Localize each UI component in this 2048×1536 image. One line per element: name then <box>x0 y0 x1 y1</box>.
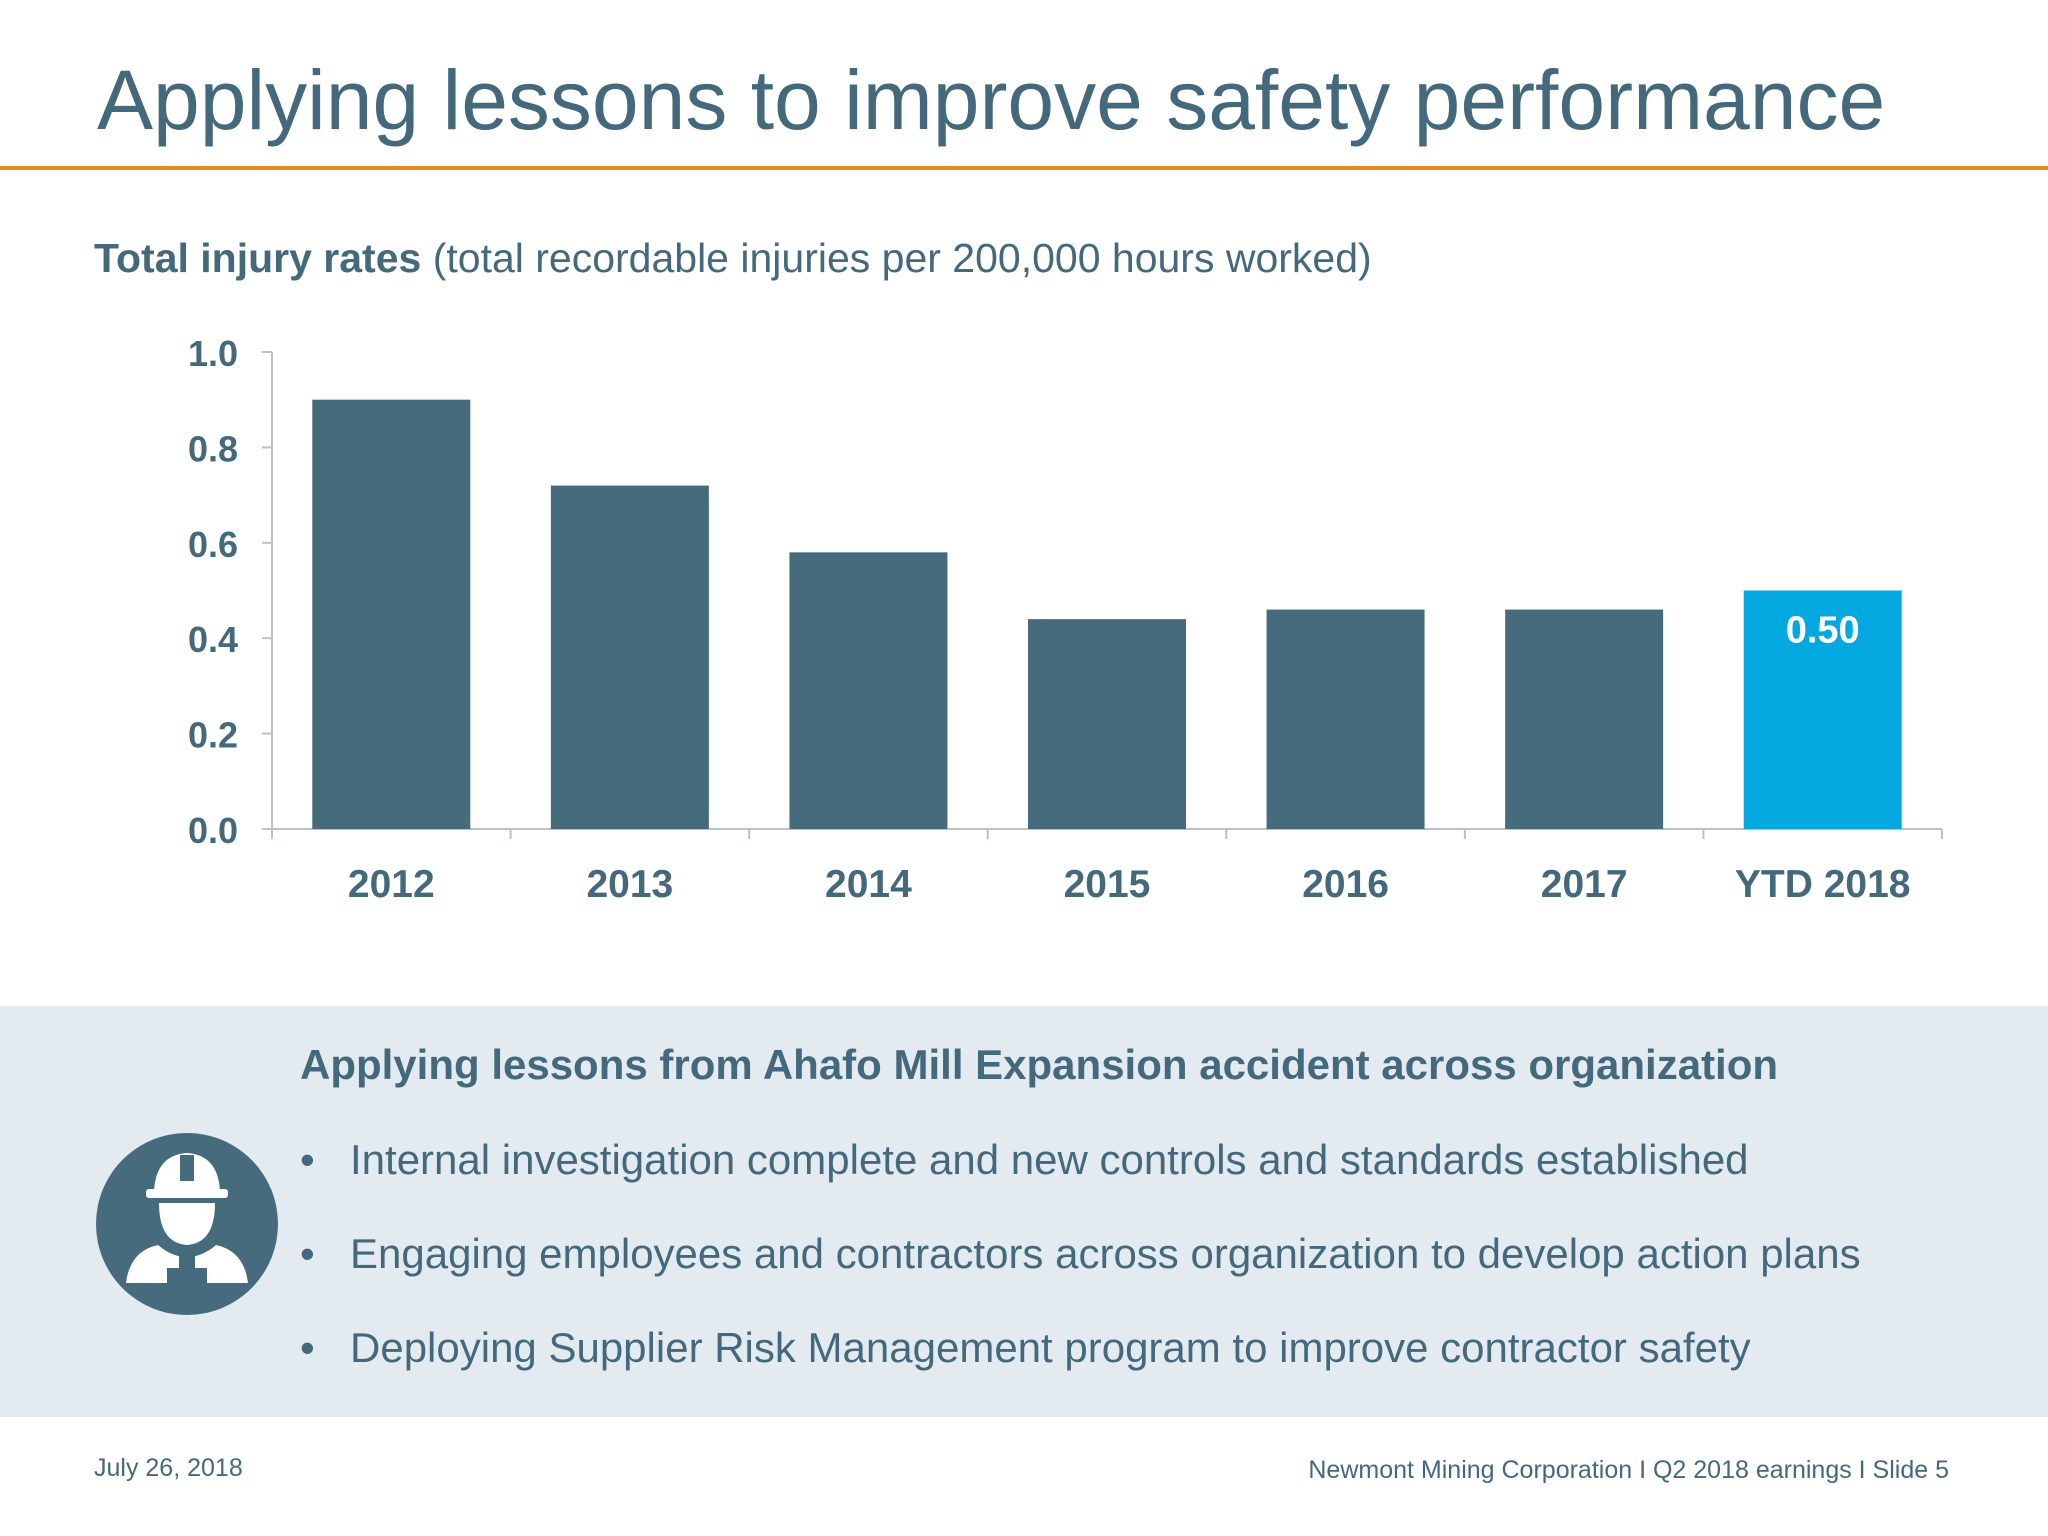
footer-company: Newmont Mining Corporation I Q2 2018 ear… <box>1308 1456 1949 1484</box>
bar-2012 <box>312 399 471 829</box>
y-tick-label: 0.6 <box>188 524 238 565</box>
bullet-dot: • <box>300 1136 315 1183</box>
list-item: • Deploying Supplier Risk Management prog… <box>300 1324 1861 1418</box>
bullet-dot: • <box>300 1230 315 1277</box>
y-tick-label: 0.4 <box>188 619 238 660</box>
bar-2017 <box>1505 609 1664 829</box>
y-tick-label: 0.8 <box>188 428 238 469</box>
bar-2013 <box>550 485 709 829</box>
safety-worker-icon <box>96 1133 278 1315</box>
slide-title: Applying lessons to improve safety perfo… <box>97 53 1886 147</box>
y-tick-label: 0.0 <box>188 810 238 851</box>
injury-rate-bar-chart: 0.0 0.2 0.4 0.6 0.8 1.0 2012 2013 2014 2015 2016 20… <box>188 333 1943 906</box>
x-tick-label: 2014 <box>825 863 912 906</box>
list-item: • Engaging employees and contractors acro… <box>300 1230 1861 1324</box>
lessons-panel: Applying lessons from Ahafo Mill Expansi… <box>0 1006 2048 1417</box>
x-tick-label: 2015 <box>1064 863 1151 906</box>
bullet-text: Deploying Supplier Risk Management progr… <box>350 1324 1751 1371</box>
y-tick-label: 0.2 <box>188 715 238 756</box>
y-tick-label: 1.0 <box>188 333 238 374</box>
chart-heading: Total injury rates (total recordable inj… <box>94 235 1372 282</box>
x-tick-label: 2017 <box>1541 863 1628 906</box>
lessons-bullet-list: • Internal investigation complete and new… <box>300 1136 1861 1418</box>
bullet-dot: • <box>300 1324 315 1371</box>
x-tick-label: 2013 <box>586 863 673 906</box>
bar-data-label: 0.50 <box>1786 610 1860 652</box>
lessons-title: Applying lessons from Ahafo Mill Expansi… <box>300 1041 1779 1088</box>
bar-2016 <box>1266 609 1425 829</box>
title-divider <box>0 166 2048 170</box>
bar-2014 <box>789 552 948 829</box>
bar-2015 <box>1028 619 1186 829</box>
x-tick-label: 2012 <box>348 863 435 906</box>
chart-heading-rest: (total recordable injuries per 200,000 h… <box>421 235 1372 281</box>
bullet-text: Internal investigation complete and new … <box>350 1136 1749 1183</box>
bar-ytd-2018 <box>1743 590 1902 829</box>
list-item: • Internal investigation complete and new… <box>300 1136 1861 1230</box>
footer-date: July 26, 2018 <box>94 1454 243 1482</box>
x-tick-label: YTD 2018 <box>1735 863 1911 906</box>
bullet-text: Engaging employees and contractors acros… <box>350 1230 1861 1277</box>
chart-heading-bold: Total injury rates <box>94 235 422 281</box>
x-tick-label: 2016 <box>1302 863 1389 906</box>
